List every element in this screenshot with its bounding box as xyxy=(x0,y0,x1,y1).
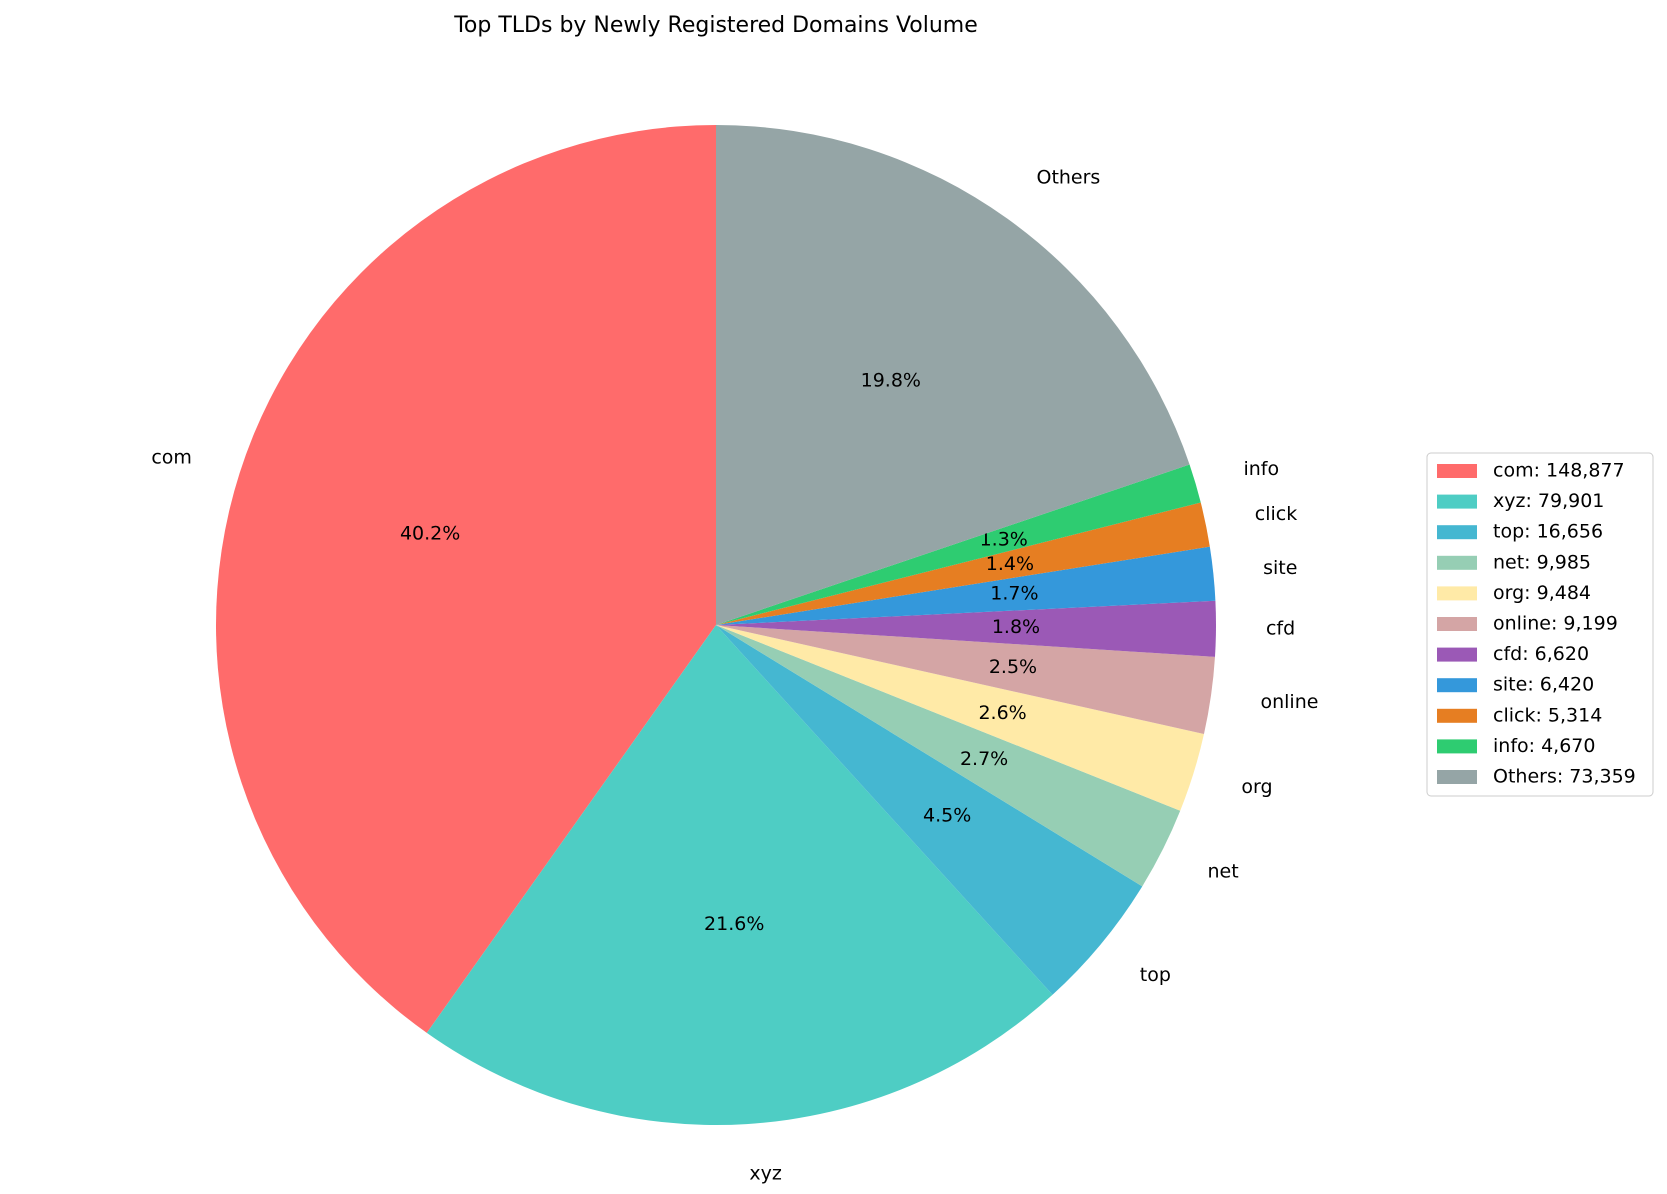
pie-slice xyxy=(426,625,1053,1125)
legend-swatch xyxy=(1437,555,1477,570)
percent-label: 1.4% xyxy=(986,553,1034,575)
legend-swatch xyxy=(1437,494,1477,509)
percent-label: 21.6% xyxy=(704,913,764,935)
legend-label: click: 5,314 xyxy=(1493,704,1602,726)
pie-slice xyxy=(716,625,1143,995)
legend-swatch xyxy=(1437,525,1477,540)
legend-swatch xyxy=(1437,464,1477,478)
slice-label: net xyxy=(1208,860,1239,882)
legend-swatch xyxy=(1437,586,1477,601)
pie-slice xyxy=(716,625,1204,811)
slice-label: xyz xyxy=(749,1162,781,1184)
slice-label: Others xyxy=(1036,167,1100,189)
legend-label: org: 9,484 xyxy=(1493,582,1591,604)
legend-swatch xyxy=(1437,617,1477,631)
percent-label: 2.6% xyxy=(978,702,1026,724)
legend-label: info: 4,670 xyxy=(1493,735,1595,757)
slice-label: online xyxy=(1260,691,1318,713)
legend-label: top: 16,656 xyxy=(1493,521,1603,543)
slice-label: cfd xyxy=(1266,618,1295,640)
chart-title: Top TLDs by Newly Registered Domains Vol… xyxy=(453,13,978,38)
slice-label: org xyxy=(1241,776,1272,798)
percent-label: 1.3% xyxy=(980,529,1028,551)
legend-swatch xyxy=(1437,770,1477,784)
legend-label: online: 9,199 xyxy=(1493,613,1618,635)
percent-label: 1.7% xyxy=(990,583,1038,605)
pie-slice xyxy=(215,125,716,1033)
percent-label: 2.5% xyxy=(989,656,1037,678)
pie-slice xyxy=(716,125,1190,625)
slice-label: top xyxy=(1140,964,1171,986)
legend-swatch xyxy=(1437,647,1477,662)
legend-swatch xyxy=(1437,708,1477,723)
percent-label: 2.7% xyxy=(960,748,1008,770)
legend-label: com: 148,877 xyxy=(1493,460,1625,482)
legend-label: cfd: 6,620 xyxy=(1493,643,1589,665)
percent-label: 40.2% xyxy=(400,522,460,544)
percent-label: 19.8% xyxy=(861,370,921,392)
percent-label: 1.8% xyxy=(992,616,1040,638)
legend-swatch xyxy=(1437,739,1477,754)
slice-label: com xyxy=(151,447,192,469)
legend-label: xyz: 79,901 xyxy=(1493,490,1604,512)
legend-swatch xyxy=(1437,678,1477,693)
legend-box xyxy=(1426,452,1654,797)
pie-slice xyxy=(716,625,1181,887)
slice-label: info xyxy=(1243,458,1279,480)
legend-label: Others: 73,359 xyxy=(1493,766,1636,788)
legend-label: net: 9,985 xyxy=(1493,551,1591,573)
percent-label: 4.5% xyxy=(923,805,971,827)
pie-slice xyxy=(716,502,1210,625)
legend-label: site: 6,420 xyxy=(1493,674,1594,696)
pie-slice xyxy=(716,625,1215,735)
slice-label: site xyxy=(1263,557,1297,579)
slice-label: click xyxy=(1255,503,1297,525)
pie-slice xyxy=(716,546,1216,625)
pie-slice xyxy=(716,600,1216,657)
pie-slice xyxy=(716,464,1201,625)
